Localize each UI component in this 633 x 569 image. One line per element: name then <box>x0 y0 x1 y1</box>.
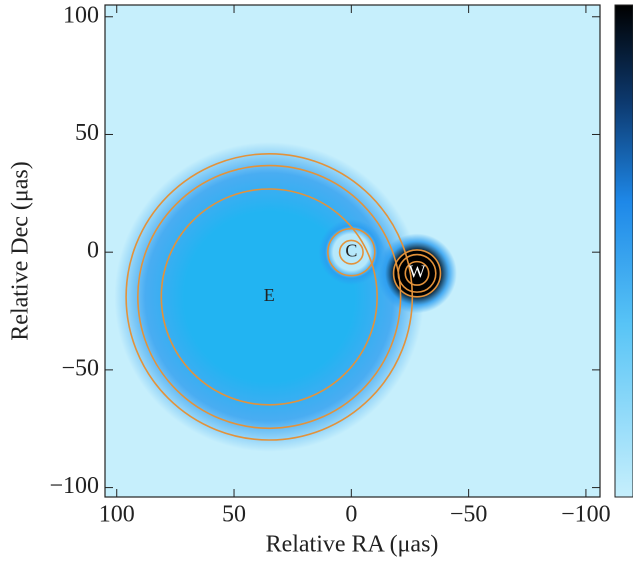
y-axis-label: Relative Dec (μas) <box>8 161 34 340</box>
page: ECW 100500−50−100100500−50−100 Relative … <box>0 0 633 569</box>
y-tick-label: −100 <box>49 473 99 499</box>
x-tick-label: 50 <box>222 502 246 528</box>
component-label: C <box>345 240 357 260</box>
y-tick-label: −50 <box>61 355 99 381</box>
x-tick-label: −50 <box>450 502 488 528</box>
y-tick-label: 50 <box>75 120 99 146</box>
component-label: E <box>264 285 275 305</box>
x-axis-label: Relative RA (μas) <box>266 532 439 558</box>
component-label: W <box>409 261 426 281</box>
y-tick-label: 100 <box>63 2 99 28</box>
colorbar <box>615 5 633 497</box>
x-tick-label: 100 <box>99 502 135 528</box>
chart: ECW 100500−50−100100500−50−100 Relative … <box>0 0 633 564</box>
x-tick-label: −100 <box>561 502 611 528</box>
y-tick-label: 0 <box>87 238 99 264</box>
x-tick-label: 0 <box>345 502 357 528</box>
